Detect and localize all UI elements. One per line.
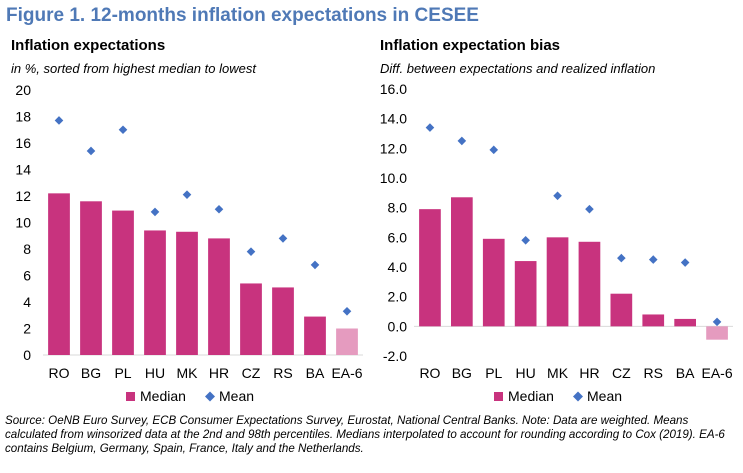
left-category-label: CZ: [242, 365, 261, 381]
left-legend-median-label: Median: [140, 388, 186, 404]
left-mean-marker: [278, 234, 288, 243]
left-category-label: PL: [114, 365, 131, 381]
figure-title: Figure 1. 12-months inflation expectatio…: [6, 5, 479, 26]
left-legend-mean-marker: [205, 391, 215, 402]
left-mean-marker: [182, 190, 192, 199]
left-median-bar: [48, 193, 70, 355]
source-note: Source: OeNB Euro Survey, ECB Consumer E…: [5, 414, 725, 455]
right-mean-marker: [457, 136, 467, 146]
right-category-label: RO: [419, 365, 440, 381]
right-ytick-label: 12.0: [380, 140, 407, 156]
left-ytick-label: 2: [23, 321, 31, 337]
right-legend-median-swatch: [494, 392, 503, 401]
right-median-bar: [642, 314, 665, 327]
left-category-label: EA-6: [331, 365, 362, 381]
left-legend-mean-label: Mean: [219, 388, 254, 404]
left-category-label: RO: [49, 365, 70, 381]
left-ytick-label: 6: [23, 268, 31, 284]
right-category-label: CZ: [612, 365, 631, 381]
right-mean-marker: [680, 258, 690, 267]
left-median-bar: [208, 238, 230, 355]
right-chart-subtitle: Diff. between expectations and realized …: [380, 61, 656, 76]
left-legend-median-swatch: [126, 392, 135, 401]
left-median-bar: [304, 316, 326, 355]
left-category-label: BA: [306, 365, 325, 381]
right-category-label: BG: [452, 365, 472, 381]
left-mean-marker: [86, 146, 96, 156]
right-mean-marker: [553, 191, 562, 201]
right-category-label: HR: [579, 365, 599, 381]
right-ytick-label: 2.0: [388, 289, 408, 305]
right-legend-mean-label: Mean: [587, 388, 622, 404]
right-mean-marker: [521, 236, 530, 245]
left-mean-marker: [246, 247, 256, 256]
right-ytick-label: 16.0: [380, 81, 407, 97]
right-category-label: MK: [547, 365, 569, 381]
right-mean-marker: [617, 253, 626, 263]
left-mean-marker: [118, 125, 128, 135]
right-legend-median-label: Median: [508, 388, 554, 404]
right-ytick-label: 10.0: [380, 170, 407, 186]
inflation-bias-chart: -2.0 0.0 2.0 4.0 6.0 8.0 10.0 12.0 14.0 16.0 RO BG P…: [380, 81, 733, 404]
right-median-bar: [482, 238, 505, 327]
right-chart-title: Inflation expectation bias: [380, 37, 561, 54]
left-median-bar: [144, 230, 166, 355]
left-median-bar: [176, 231, 198, 355]
left-ytick-label: 4: [23, 294, 31, 310]
right-mean-marker: [648, 255, 658, 264]
right-ytick-label: 4.0: [388, 259, 408, 275]
left-ytick-label: 0: [23, 347, 31, 363]
right-mean-marker: [489, 145, 499, 155]
right-category-label: RS: [644, 365, 663, 381]
right-median-bar: [674, 318, 696, 327]
left-mean-marker: [342, 306, 352, 316]
right-ytick-label: 6.0: [388, 229, 408, 245]
left-ytick-label: 14: [15, 162, 31, 178]
right-category-label: HU: [516, 365, 536, 381]
right-ytick-label: 0.0: [388, 318, 408, 334]
right-category-label: BA: [676, 365, 695, 381]
right-median-bar: [706, 326, 728, 340]
left-ytick-label: 10: [15, 215, 31, 231]
left-median-bar: [80, 201, 102, 355]
left-median-bar: [336, 328, 358, 355]
inflation-expectations-chart: 0 2 4 6 8 10 12 14 16 18 20 RO BG PL HU MK HR CZ RS BA EA-6 M…: [15, 82, 363, 404]
right-mean-marker: [712, 317, 722, 327]
left-category-label: MK: [177, 365, 199, 381]
left-median-bar: [112, 210, 134, 355]
left-ytick-label: 12: [15, 188, 31, 204]
left-median-bar: [240, 283, 262, 355]
left-ytick-label: 16: [15, 135, 31, 151]
right-ytick-label: -2.0: [383, 348, 407, 364]
left-mean-marker: [150, 207, 160, 217]
left-mean-marker: [214, 204, 224, 214]
right-legend-mean-marker: [573, 391, 583, 402]
right-median-bar: [578, 241, 601, 327]
right-median-bar: [419, 209, 441, 327]
right-ytick-label: 14.0: [380, 111, 407, 127]
right-median-bar: [610, 293, 633, 327]
left-category-label: BG: [81, 365, 101, 381]
right-category-label: PL: [485, 365, 502, 381]
left-chart-subtitle: in %, sorted from highest median to lowe…: [11, 61, 256, 76]
right-mean-marker: [585, 204, 594, 214]
right-median-bar: [514, 261, 537, 327]
right-category-label: EA-6: [701, 365, 732, 381]
left-chart-title: Inflation expectations: [11, 37, 166, 54]
left-mean-marker: [54, 116, 64, 125]
left-category-label: HU: [145, 365, 165, 381]
right-median-bar: [546, 237, 569, 327]
right-ytick-label: 8.0: [388, 200, 408, 216]
left-mean-marker: [310, 260, 320, 270]
left-median-bar: [272, 287, 294, 355]
left-category-label: HR: [209, 365, 229, 381]
left-ytick-label: 18: [15, 109, 31, 125]
right-median-bar: [451, 197, 473, 327]
left-category-label: RS: [273, 365, 292, 381]
left-ytick-label: 8: [23, 241, 31, 257]
right-mean-marker: [425, 123, 435, 132]
left-ytick-label: 20: [15, 82, 31, 98]
